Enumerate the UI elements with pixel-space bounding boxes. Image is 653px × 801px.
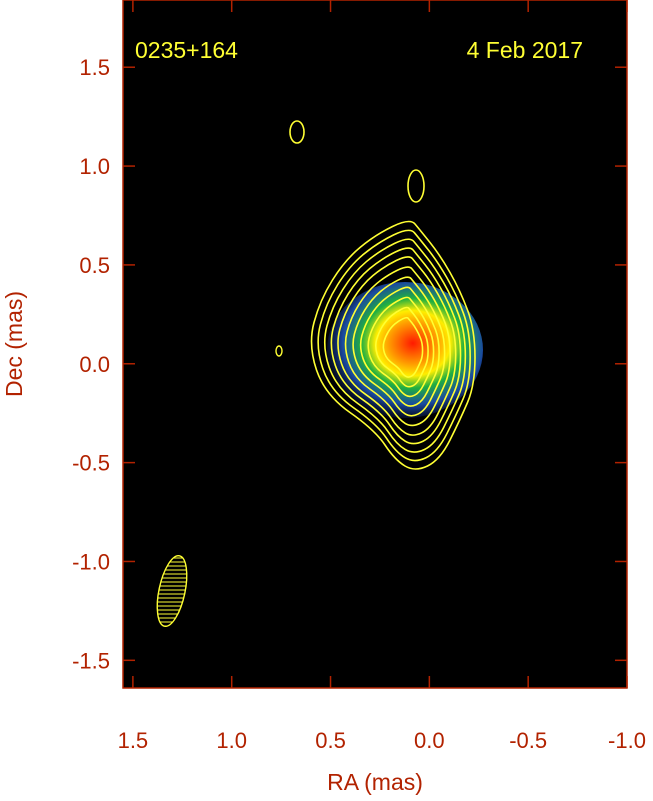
contour [337,256,457,436]
axes: 1.5 1.0 0.5 0.0 -0.5 -1.0 1.5 1.0 0.5 0.0 -0.5 -1.0… [72,0,646,753]
contour [367,296,435,398]
y-tick-label: 0.0 [79,352,110,377]
contour [323,238,467,453]
y-tick-label: 1.5 [79,55,110,80]
intensity-map [327,282,483,418]
x-tick-label: -1.0 [608,728,646,753]
contour [330,247,462,445]
contour [317,229,471,462]
contour [310,220,476,470]
contour [275,345,283,357]
contour [344,266,451,427]
x-tick-label: 1.5 [118,728,149,753]
x-tick-label: 1.0 [216,728,247,753]
y-tick-label: -1.5 [72,648,110,673]
x-axis-label: RA (mas) [327,769,423,795]
y-axis-label: Dec (mas) [1,291,27,397]
contour [352,276,446,417]
contour [407,169,425,203]
annotation: 0235+164 [135,37,238,63]
contours [310,220,476,470]
y-tick-label: -0.5 [72,451,110,476]
y-tick-label: 1.0 [79,154,110,179]
contour [289,120,305,144]
annotation: 4 Feb 2017 [467,37,583,63]
y-tick-label: 0.5 [79,253,110,278]
contour [374,306,429,388]
x-tick-label: -0.5 [509,728,547,753]
contour [382,316,424,378]
x-tick-label: 0.0 [414,728,445,753]
x-tick-label: 0.5 [315,728,346,753]
y-tick-label: -1.0 [72,549,110,574]
contour [359,286,440,407]
